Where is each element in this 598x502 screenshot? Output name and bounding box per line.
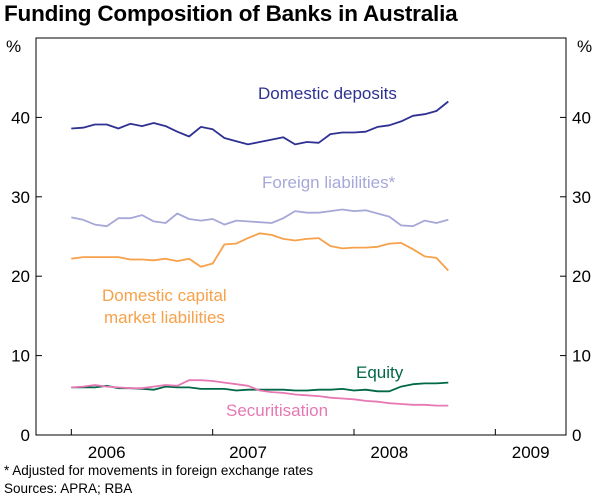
footnote-adjusted: * Adjusted for movements in foreign exch… (4, 463, 314, 478)
y-tick-label-left-40: 40 (11, 108, 30, 127)
series-label-0: Domestic deposits (258, 84, 397, 103)
y-tick-label-right-30: 30 (572, 188, 591, 207)
x-axis-ticks: 2006 2007 2008 2009 (70, 429, 550, 462)
x-tick-label-2006: 2006 (88, 443, 126, 462)
y-tick-label-right-20: 20 (572, 267, 591, 286)
chart-title: Funding Composition of Banks in Australi… (4, 1, 458, 26)
x-tick-label-2009: 2009 (512, 443, 550, 462)
plot-border (35, 37, 567, 436)
y-tick-label-right-40: 40 (572, 108, 591, 127)
y-axis-ticks: 0 0 10 10 20 20 30 30 40 40%% (6, 37, 592, 445)
series-line-4 (71, 379, 449, 407)
y-tick-label-left-30: 30 (11, 188, 30, 207)
series-lines (71, 100, 449, 407)
y-unit-right: % (577, 37, 592, 56)
series-line-0 (71, 100, 449, 146)
y-tick-label-left-0: 0 (21, 426, 30, 445)
x-tick-label-2007: 2007 (229, 443, 267, 462)
series-line-2 (71, 232, 449, 272)
x-tick-label-2008: 2008 (370, 443, 408, 462)
series-label-4: Securitisation (226, 401, 328, 420)
series-label-2-line-0: Domestic capital (102, 286, 227, 305)
series-labels: Domestic deposits Foreign liabilities* Dom… (102, 84, 404, 420)
y-unit-left: % (6, 37, 21, 56)
series-label-3: Equity (356, 363, 404, 382)
plot-frame (35, 37, 567, 436)
y-tick-label-left-20: 20 (11, 267, 30, 286)
footnote-sources: Sources: APRA; RBA (4, 481, 133, 496)
y-tick-label-right-0: 0 (572, 426, 581, 445)
series-label-2-line-1: market liabilities (104, 308, 225, 327)
y-tick-label-right-10: 10 (572, 347, 591, 366)
series-line-1 (71, 208, 449, 228)
y-tick-label-left-10: 10 (11, 347, 30, 366)
series-label-2: Domestic capital market liabilities (102, 286, 227, 327)
series-label-1: Foreign liabilities* (262, 173, 396, 192)
